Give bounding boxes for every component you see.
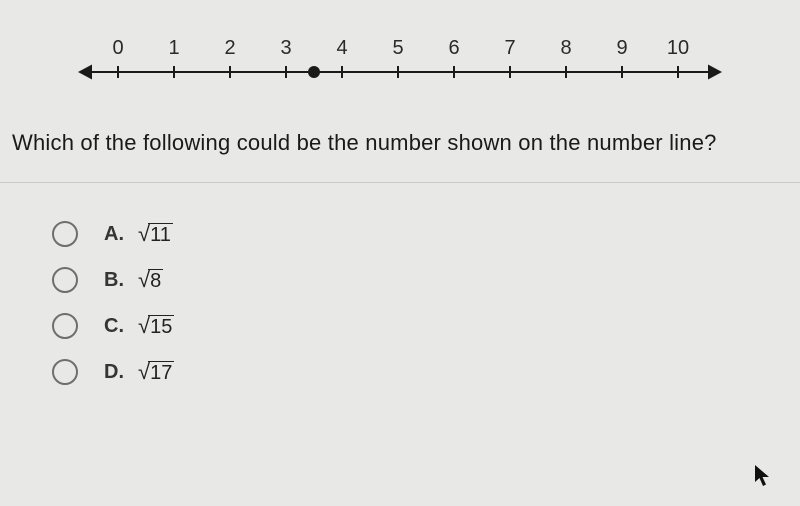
answer-option-a[interactable]: A. √11 <box>52 221 800 247</box>
svg-text:7: 7 <box>504 37 515 59</box>
svg-text:4: 4 <box>336 37 347 59</box>
sqrt-expression: √8 <box>138 267 163 293</box>
radio-button[interactable] <box>52 267 78 293</box>
svg-text:6: 6 <box>448 37 459 59</box>
radio-button[interactable] <box>52 313 78 339</box>
answer-option-d[interactable]: D. √17 <box>52 359 800 385</box>
sqrt-expression: √11 <box>138 221 173 247</box>
svg-text:3: 3 <box>280 37 291 59</box>
number-line-container: 0 1 2 3 4 5 6 7 8 9 10 <box>0 0 800 100</box>
radicand-value: 15 <box>148 315 174 338</box>
answer-option-c[interactable]: C. √15 <box>52 313 800 339</box>
radicand-value: 17 <box>148 361 174 384</box>
answer-options: A. √11 B. √8 C. √15 D. √17 <box>0 221 800 385</box>
radio-button[interactable] <box>52 359 78 385</box>
svg-text:0: 0 <box>112 37 123 59</box>
radicand-value: 11 <box>148 223 173 246</box>
answer-option-b[interactable]: B. √8 <box>52 267 800 293</box>
option-letter: D. <box>104 361 128 384</box>
svg-text:8: 8 <box>560 37 571 59</box>
number-line: 0 1 2 3 4 5 6 7 8 9 10 <box>50 20 750 100</box>
radio-button[interactable] <box>52 221 78 247</box>
svg-text:2: 2 <box>224 37 235 59</box>
question-text: Which of the following could be the numb… <box>0 100 800 182</box>
sqrt-expression: √17 <box>138 359 174 385</box>
option-letter: C. <box>104 315 128 338</box>
section-divider <box>0 182 800 183</box>
option-letter: B. <box>104 269 128 292</box>
sqrt-expression: √15 <box>138 313 174 339</box>
svg-text:5: 5 <box>392 37 403 59</box>
svg-text:1: 1 <box>168 37 179 59</box>
radicand-value: 8 <box>148 269 163 292</box>
cursor-icon <box>754 464 772 488</box>
option-letter: A. <box>104 223 128 246</box>
svg-text:9: 9 <box>616 37 627 59</box>
svg-text:10: 10 <box>667 37 689 59</box>
